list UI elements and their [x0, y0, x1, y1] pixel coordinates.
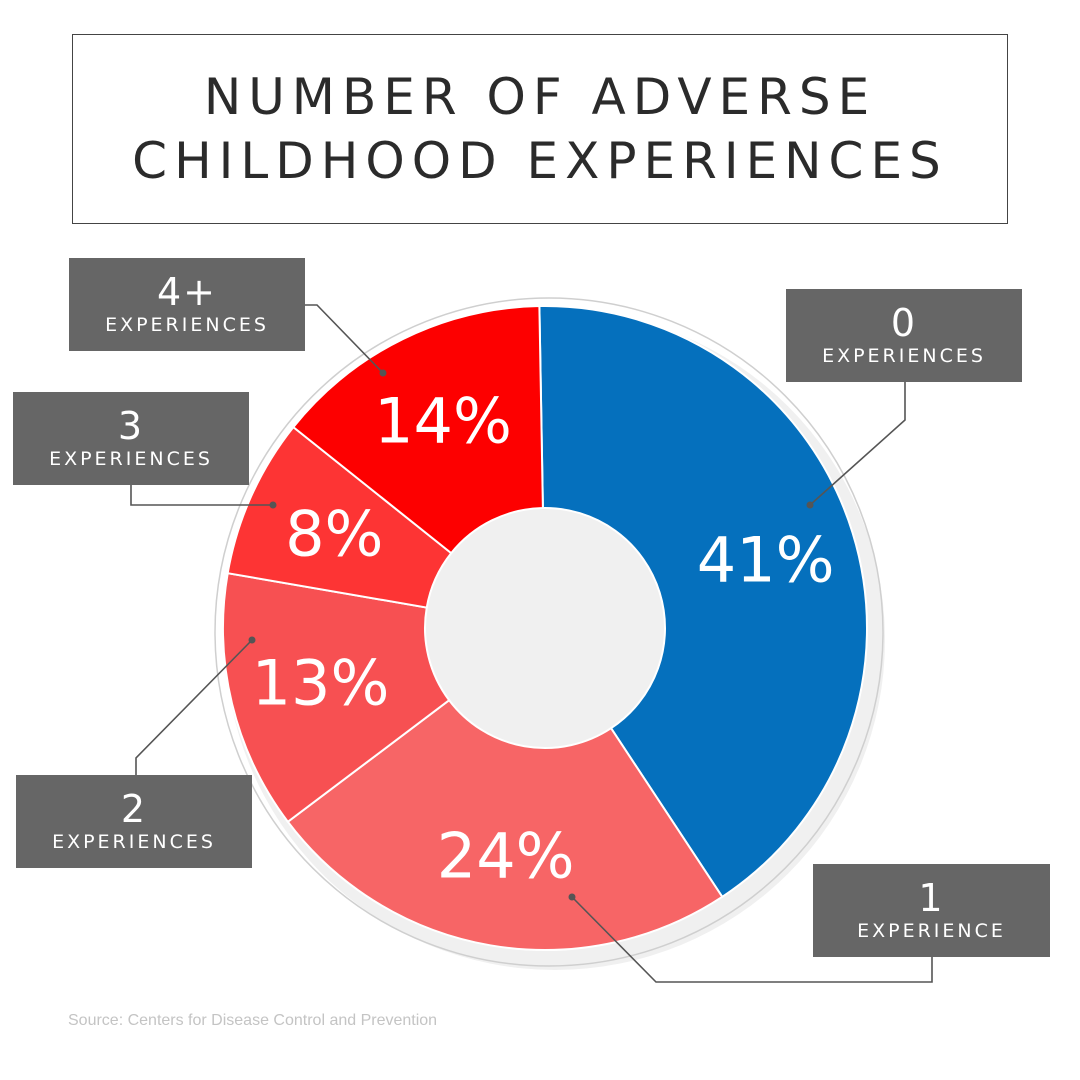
callout-0-experiences: 0 EXPERIENCES — [786, 289, 1022, 382]
leader-4plus — [305, 304, 384, 374]
chart-title-line-1: NUMBER OF ADVERSE — [203, 68, 877, 126]
leader-2-dot — [248, 636, 256, 644]
slice-1 — [286, 698, 724, 951]
callout-4plus-number: 4+ — [156, 269, 218, 314]
callout-2-text: EXPERIENCES — [52, 830, 216, 853]
callout-1-text: EXPERIENCE — [857, 919, 1006, 942]
leader-2 — [135, 639, 253, 775]
leader-4plus-dot — [379, 369, 387, 377]
callout-3-experiences: 3 EXPERIENCES — [13, 392, 249, 485]
leader-1 — [571, 896, 933, 983]
slice-label-3: 8% — [285, 497, 383, 570]
callout-1-experience: 1 EXPERIENCE — [813, 864, 1050, 957]
callout-3-text: EXPERIENCES — [49, 447, 213, 470]
callout-2-number: 2 — [120, 786, 148, 831]
slice-label-2: 13% — [252, 646, 390, 719]
leader-3 — [130, 485, 273, 506]
callout-0-number: 0 — [890, 300, 918, 345]
slice-label-0: 41% — [697, 524, 835, 597]
leader-0 — [809, 382, 906, 506]
leader-3-dot — [269, 501, 277, 509]
leader-1-dot — [568, 893, 576, 901]
callout-4plus-experiences: 4+ EXPERIENCES — [69, 258, 305, 351]
slice-2 — [222, 572, 451, 824]
callout-1-number: 1 — [918, 875, 945, 920]
slice-0 — [538, 305, 868, 899]
leader-0-dot — [806, 501, 814, 509]
chart-outline-ring — [214, 297, 884, 967]
slice-label-4plus: 14% — [374, 385, 512, 458]
slice-label-1: 24% — [437, 820, 575, 893]
callout-0-text: EXPERIENCES — [822, 344, 986, 367]
chart-title-line-2: CHILDHOOD EXPERIENCES — [132, 132, 948, 190]
slice-4plus — [291, 305, 544, 555]
callout-4plus-text: EXPERIENCES — [105, 313, 269, 336]
callout-2-experiences: 2 EXPERIENCES — [16, 775, 252, 868]
chart-title-box: NUMBER OF ADVERSE CHILDHOOD EXPERIENCES — [72, 34, 1008, 224]
callout-3-number: 3 — [117, 403, 145, 448]
source-note: Source: Centers for Disease Control and … — [68, 1012, 438, 1029]
